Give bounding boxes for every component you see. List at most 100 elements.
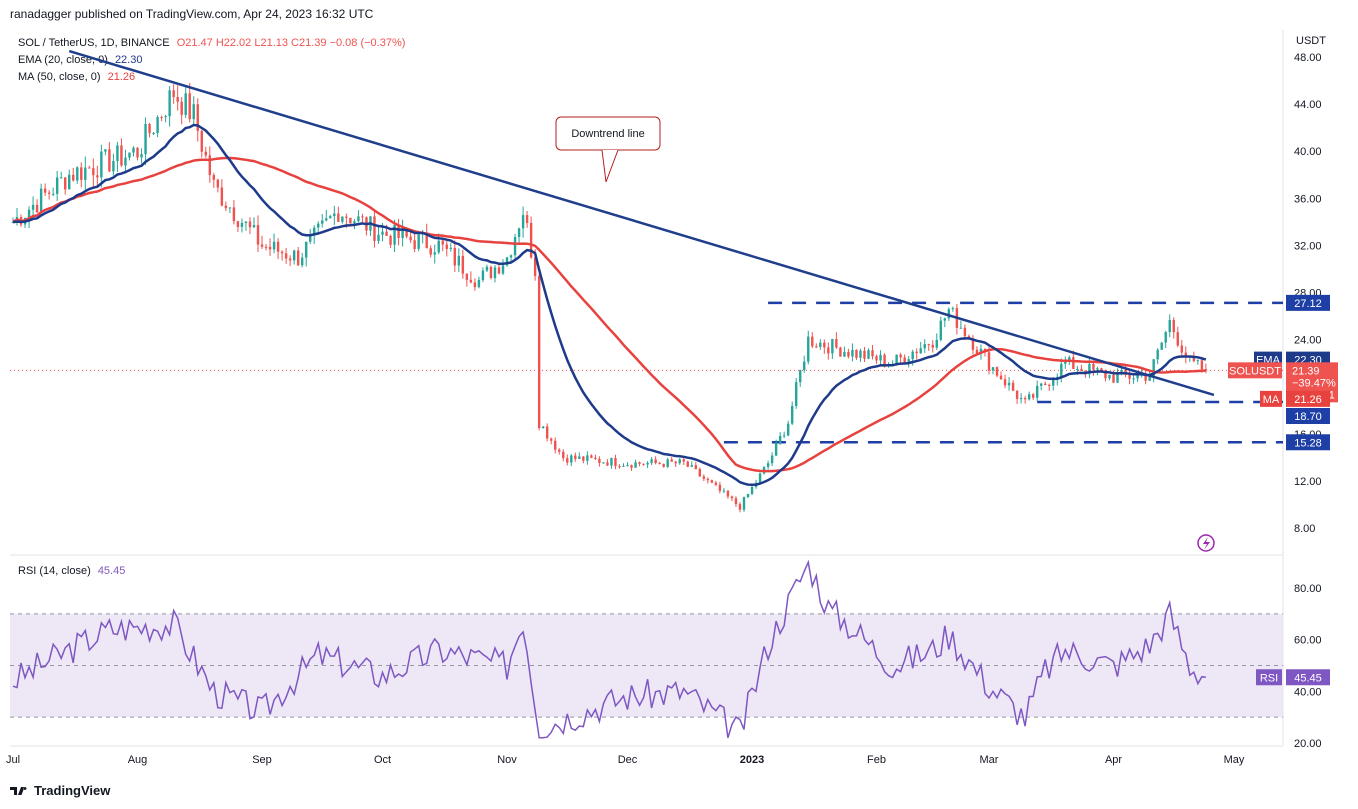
candle-body [935,339,938,348]
candle-body [875,356,878,361]
candle-body [88,167,91,169]
level-tag-18-bg [1286,408,1330,425]
candle-body [116,145,119,162]
rsi-value: 45.45 [97,565,126,577]
candle-body [68,174,71,190]
ma-tag-value-bg [1286,390,1330,407]
candle-body [963,327,967,337]
candle-body [104,149,107,152]
rsi-label[interactable]: RSI (14, close) [18,565,91,577]
candle-body [835,339,838,348]
candle-body [35,204,39,213]
candle-body [473,282,477,288]
candle-body [200,130,203,152]
candles [11,82,1208,513]
candle-body [807,336,810,362]
level-tag-18-value: 18.70 [1294,411,1322,423]
candle-body [674,461,677,464]
candle-body [895,354,898,365]
candle-body [867,350,870,359]
candle-body [618,466,621,468]
candle-body [469,279,473,283]
candle-body [714,482,718,485]
candle-body [903,357,906,363]
candle-body [112,161,115,172]
candle-body [208,155,212,176]
candle-body [634,462,637,468]
candle-body [839,347,842,357]
candle-body [638,462,641,464]
candle-body [1007,382,1011,386]
candle-body [554,440,557,450]
candle-body [429,248,432,255]
ma-50-line [12,156,1206,473]
rsi-tag-label-bg [1256,669,1282,686]
candle-body [248,221,252,228]
candle-body [244,221,248,223]
candle-body [614,458,617,467]
candle-body [923,344,926,349]
candle-body [1068,357,1071,362]
candle-body [457,255,461,266]
candle-body [927,344,930,346]
candle-body [537,276,541,429]
candle-body [1168,319,1171,333]
candle-body [453,247,457,266]
candle-body [598,458,601,463]
candle-body [160,117,163,119]
annotations: Downtrend line [555,116,1215,552]
ma-label[interactable]: MA (50, close, 0) [18,71,101,83]
candle-body [381,231,384,235]
candle-body [505,257,509,266]
candle-body [393,224,396,245]
candle-body [437,240,440,253]
ema-value: 22.30 [114,54,143,66]
candle-body [919,348,922,354]
price-tick-label: 48.00 [1294,52,1322,64]
candle-body [1088,363,1091,375]
candle-body [610,458,613,466]
candle-body [549,438,553,441]
candle-body [951,308,955,310]
price-tick-label: 12.00 [1294,476,1322,488]
candle-body [1092,363,1095,370]
price-tick-label: 40.00 [1294,146,1322,158]
candle-body [1100,368,1103,371]
candle-body [574,455,577,459]
candle-body [566,458,569,463]
candle-body [152,133,155,135]
candle-body [333,213,336,217]
candle-body [1180,345,1183,353]
candle-body [353,221,356,224]
time-axis[interactable]: Jul Aug Sep Oct Nov Dec 2023 Feb Mar Apr May [6,754,1245,766]
month-tick-label: May [1224,754,1245,766]
candle-body [1204,369,1208,371]
rsi-tag-value: 45.45 [1294,672,1322,684]
rsi-tag-label: RSI [1260,672,1278,684]
candle-body [1144,374,1147,381]
symbol-label[interactable]: SOL / TetherUS, 1D, BINANCE [18,37,170,49]
candle-body [1164,332,1167,343]
candle-body [975,349,979,354]
candle-body [401,229,404,239]
candle-body [1148,376,1151,381]
candle-body [361,216,364,218]
tradingview-footer[interactable]: TradingView [10,783,110,798]
candle-body [678,459,681,464]
candle-body [911,351,914,360]
candle-body [883,354,886,367]
rsi-tick-label: 20.00 [1294,738,1322,750]
rsi-band [10,613,1283,718]
ohlc-values: O21.47 H22.02 L21.13 C21.39 −0.08 (−0.37… [176,37,406,49]
symbol-row: SOL / TetherUS, 1D, BINANCE O21.47 H22.0… [18,35,405,52]
candle-body [1040,383,1043,386]
candle-body [786,423,790,436]
candle-body [742,497,746,510]
rsi-pane [10,559,1283,739]
candle-body [212,175,216,180]
candle-body [987,352,991,371]
candle-body [943,318,947,321]
candle-body [31,204,35,210]
candle-body [570,455,573,463]
